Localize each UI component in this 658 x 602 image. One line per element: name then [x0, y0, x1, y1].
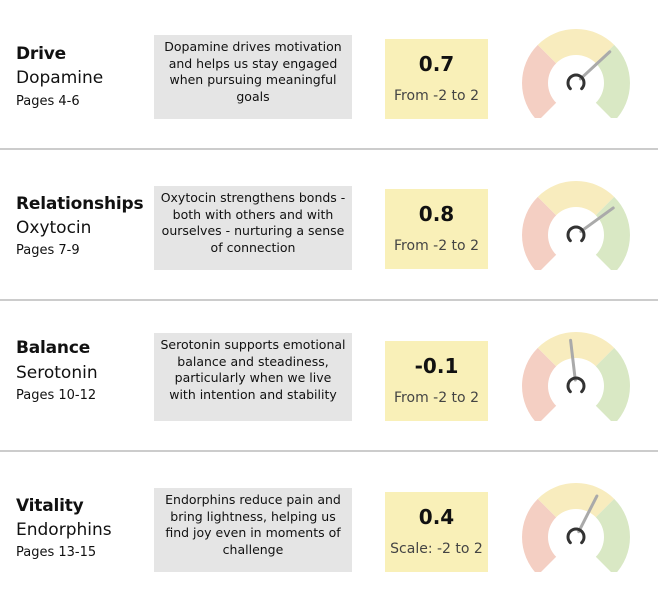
hormone-name: Endorphins	[16, 520, 112, 540]
gauge-band-low	[522, 196, 557, 270]
gauge-band-mid	[537, 29, 615, 64]
gauge-chart	[522, 483, 630, 572]
metric-title: Drive	[16, 44, 66, 64]
gauge-chart	[522, 29, 630, 118]
score-range: From -2 to 2	[394, 238, 479, 254]
description-text: Serotonin supports emotional balance and…	[160, 337, 346, 402]
page-range: Pages 13-15	[16, 545, 97, 560]
hormone-name: Oxytocin	[16, 218, 92, 238]
row-divider	[0, 450, 658, 452]
metric-title: Relationships	[16, 194, 144, 214]
gauge-needle	[569, 338, 577, 382]
gauge-band-mid	[537, 332, 615, 367]
metric-title: Vitality	[16, 496, 84, 516]
row-divider	[0, 148, 658, 150]
score-value: -0.1	[414, 354, 459, 378]
description-box: Endorphins reduce pain and bring lightne…	[154, 488, 352, 572]
description-box: Serotonin supports emotional balance and…	[154, 333, 352, 421]
score-range: From -2 to 2	[394, 390, 479, 406]
gauge-chart	[522, 332, 630, 421]
page: { "rows": [ { "title": "Drive", "hormone…	[0, 0, 658, 572]
gauge-needle	[577, 494, 599, 534]
hormone-name: Serotonin	[16, 363, 98, 383]
gauge-needle	[579, 206, 615, 233]
score-range: Scale: -2 to 2	[390, 541, 483, 557]
score-value: 0.4	[418, 505, 455, 529]
gauge-hub	[566, 73, 586, 91]
gauge-band-low	[522, 44, 557, 118]
score-box: 0.7 From -2 to 2	[385, 39, 488, 119]
description-box: Oxytocin strengthens bonds - both with o…	[154, 186, 352, 270]
score-box: 0.4 Scale: -2 to 2	[385, 492, 488, 572]
metric-title: Balance	[16, 338, 91, 358]
gauge-hub	[566, 376, 586, 394]
gauge-chart	[522, 181, 630, 270]
gauge-band-low	[522, 347, 557, 421]
page-range: Pages 7-9	[16, 243, 80, 258]
metric-row-vitality: Vitality Endorphins Pages 13-15 Endorphi…	[0, 452, 658, 602]
score-box: 0.8 From -2 to 2	[385, 189, 488, 269]
description-text: Dopamine drives motivation and helps us …	[164, 39, 342, 104]
score-box: -0.1 From -2 to 2	[385, 341, 488, 421]
gauge-hub	[566, 225, 586, 243]
row-divider	[0, 299, 658, 301]
metric-row-relationships: Relationships Oxytocin Pages 7-9 Oxytoci…	[0, 150, 658, 300]
score-value: 0.7	[418, 52, 455, 76]
metric-row-balance: Balance Serotonin Pages 10-12 Serotonin …	[0, 301, 658, 451]
gauge-band-high	[595, 347, 630, 421]
hormone-name: Dopamine	[16, 68, 104, 88]
gauge-hub	[566, 527, 586, 545]
gauge-band-high	[595, 498, 630, 572]
score-range: From -2 to 2	[394, 88, 479, 104]
page-range: Pages 4-6	[16, 94, 80, 109]
description-text: Oxytocin strengthens bonds - both with o…	[160, 190, 346, 255]
gauge-band-high	[595, 44, 630, 118]
description-text: Endorphins reduce pain and bring lightne…	[165, 492, 341, 557]
score-value: 0.8	[418, 202, 455, 226]
page-range: Pages 10-12	[16, 388, 97, 403]
gauge-needle	[578, 50, 612, 81]
gauge-band-mid	[537, 181, 615, 216]
description-box: Dopamine drives motivation and helps us …	[154, 35, 352, 119]
gauge-band-mid	[537, 483, 615, 518]
metric-row-drive: Drive Dopamine Pages 4-6 Dopamine drives…	[0, 0, 658, 150]
gauge-band-low	[522, 498, 557, 572]
